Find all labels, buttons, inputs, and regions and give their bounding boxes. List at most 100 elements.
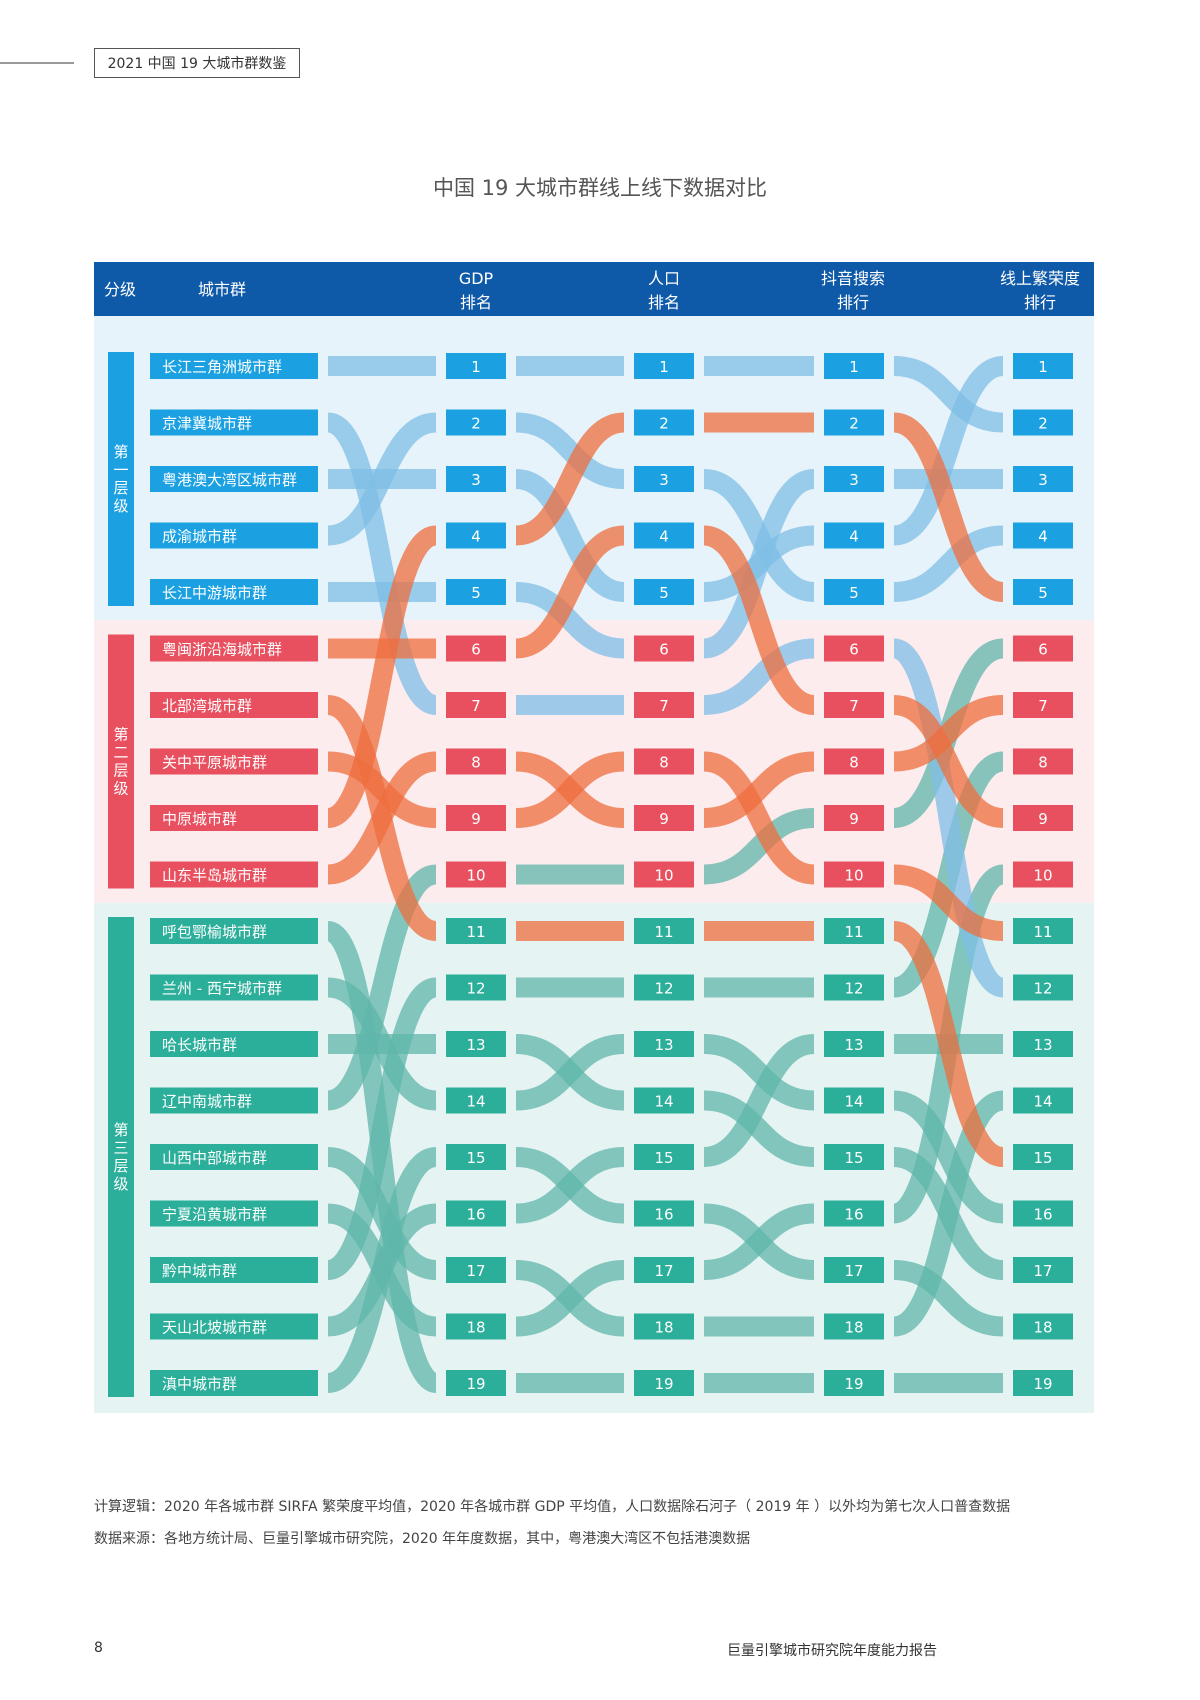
rank-label: 16 xyxy=(654,1206,673,1224)
rank-label: 12 xyxy=(654,980,673,998)
city-name: 关中平原城市群 xyxy=(162,754,267,772)
rank-label: 9 xyxy=(849,810,859,828)
rank-box xyxy=(824,1031,884,1057)
rank-label: 13 xyxy=(654,1036,673,1054)
rank-label: 13 xyxy=(844,1036,863,1054)
calc-note: 计算逻辑：2020 年各城市群 SIRFA 繁荣度平均值，2020 年各城市群 … xyxy=(94,1496,1010,1516)
rank-box xyxy=(634,635,694,662)
rank-box xyxy=(824,918,884,944)
rank-label: 5 xyxy=(659,584,669,602)
column-header-pop: 人口 xyxy=(648,269,680,288)
column-header-online-sub: 排行 xyxy=(1024,293,1056,312)
calc-note-label: 计算逻辑： xyxy=(94,1499,164,1515)
flow-segment xyxy=(893,1260,1004,1337)
flow-segment xyxy=(892,695,1005,828)
flow-segment xyxy=(893,695,1004,772)
flow-layer xyxy=(324,355,1006,1393)
flow-segment xyxy=(892,356,1005,546)
flow-segment xyxy=(515,751,625,828)
flow-segment xyxy=(703,751,815,828)
rank-label: 19 xyxy=(1033,1375,1052,1393)
rank-box xyxy=(634,805,694,831)
rank-box xyxy=(634,692,694,718)
tier-label-2: 第二层级 xyxy=(113,726,128,798)
rank-box xyxy=(446,1313,506,1340)
rank-box xyxy=(824,579,884,605)
rank-label: 15 xyxy=(654,1149,673,1167)
rank-label: 2 xyxy=(1038,415,1048,433)
rank-label: 11 xyxy=(654,923,673,941)
rank-box xyxy=(446,805,506,831)
rank-box xyxy=(824,805,884,831)
rank-box xyxy=(446,353,506,379)
tier-label-bar-3 xyxy=(108,917,134,1397)
rank-label: 15 xyxy=(466,1149,485,1167)
rank-box xyxy=(446,466,506,492)
rank-box xyxy=(824,466,884,492)
flow-segment xyxy=(326,1147,438,1280)
rank-box xyxy=(446,635,506,662)
rank-box xyxy=(824,1257,884,1283)
rank-box xyxy=(446,1144,506,1170)
rank-box xyxy=(634,1087,694,1114)
flow-segment xyxy=(702,525,816,715)
column-header-gdp-sub: 排名 xyxy=(460,293,492,312)
flow-segment xyxy=(515,1260,625,1337)
rank-box xyxy=(824,974,884,1001)
rank-label: 7 xyxy=(1038,697,1048,715)
rank-label: 12 xyxy=(844,980,863,998)
rank-box xyxy=(634,1144,694,1170)
rank-box xyxy=(446,748,506,775)
rank-label: 15 xyxy=(1033,1149,1052,1167)
tier-label-3: 第三层级 xyxy=(113,1121,128,1193)
city-box xyxy=(150,1370,318,1396)
flow-segment xyxy=(891,638,1006,998)
flow-segment xyxy=(893,356,1004,433)
source-note: 数据来源：各地方统计局、巨量引擎城市研究院，2020 年年度数据，其中，粤港澳大… xyxy=(94,1528,750,1548)
header-rule xyxy=(0,62,74,64)
rank-box xyxy=(446,1200,506,1227)
city-box xyxy=(150,861,318,888)
rank-box xyxy=(824,1087,884,1114)
rank-label: 7 xyxy=(471,697,481,715)
rank-box xyxy=(1013,1257,1073,1283)
flow-segment xyxy=(326,412,438,546)
tier-label-1: 第一层级 xyxy=(113,443,128,515)
rank-box xyxy=(634,1031,694,1057)
flow-segment xyxy=(702,751,816,885)
header-tag: 2021 中国 19 大城市群数鉴 xyxy=(94,48,300,78)
rank-box xyxy=(446,409,506,436)
rank-label: 8 xyxy=(659,754,669,772)
rank-box xyxy=(446,522,506,549)
flow-segment xyxy=(893,864,1004,941)
rank-box xyxy=(446,918,506,944)
rank-box xyxy=(824,692,884,718)
rank-label: 12 xyxy=(466,980,485,998)
city-box xyxy=(150,1144,318,1170)
city-name: 粤港澳大湾区城市群 xyxy=(162,471,297,489)
flow-segment xyxy=(326,751,438,885)
rank-label: 9 xyxy=(471,810,481,828)
rank-label: 3 xyxy=(1038,471,1048,489)
city-name: 宁夏沿黄城市群 xyxy=(162,1206,267,1224)
rank-label: 4 xyxy=(659,528,669,546)
city-box xyxy=(150,1313,318,1340)
rank-label: 10 xyxy=(844,867,863,885)
rank-box xyxy=(446,1370,506,1396)
rank-box xyxy=(446,692,506,718)
rank-box xyxy=(634,522,694,549)
rank-box xyxy=(634,1200,694,1227)
rank-label: 16 xyxy=(844,1206,863,1224)
rank-label: 3 xyxy=(471,471,481,489)
rank-label: 8 xyxy=(1038,754,1048,772)
rank-box xyxy=(824,522,884,549)
chart-title: 中国 19 大城市群线上线下数据对比 xyxy=(432,176,768,200)
rank-label: 19 xyxy=(844,1375,863,1393)
flow-segment xyxy=(327,751,437,828)
rank-box xyxy=(824,353,884,379)
rank-label: 19 xyxy=(654,1375,673,1393)
flow-segment xyxy=(893,525,1004,602)
rank-label: 19 xyxy=(466,1375,485,1393)
rank-label: 18 xyxy=(654,1319,673,1337)
rank-box xyxy=(446,1031,506,1057)
